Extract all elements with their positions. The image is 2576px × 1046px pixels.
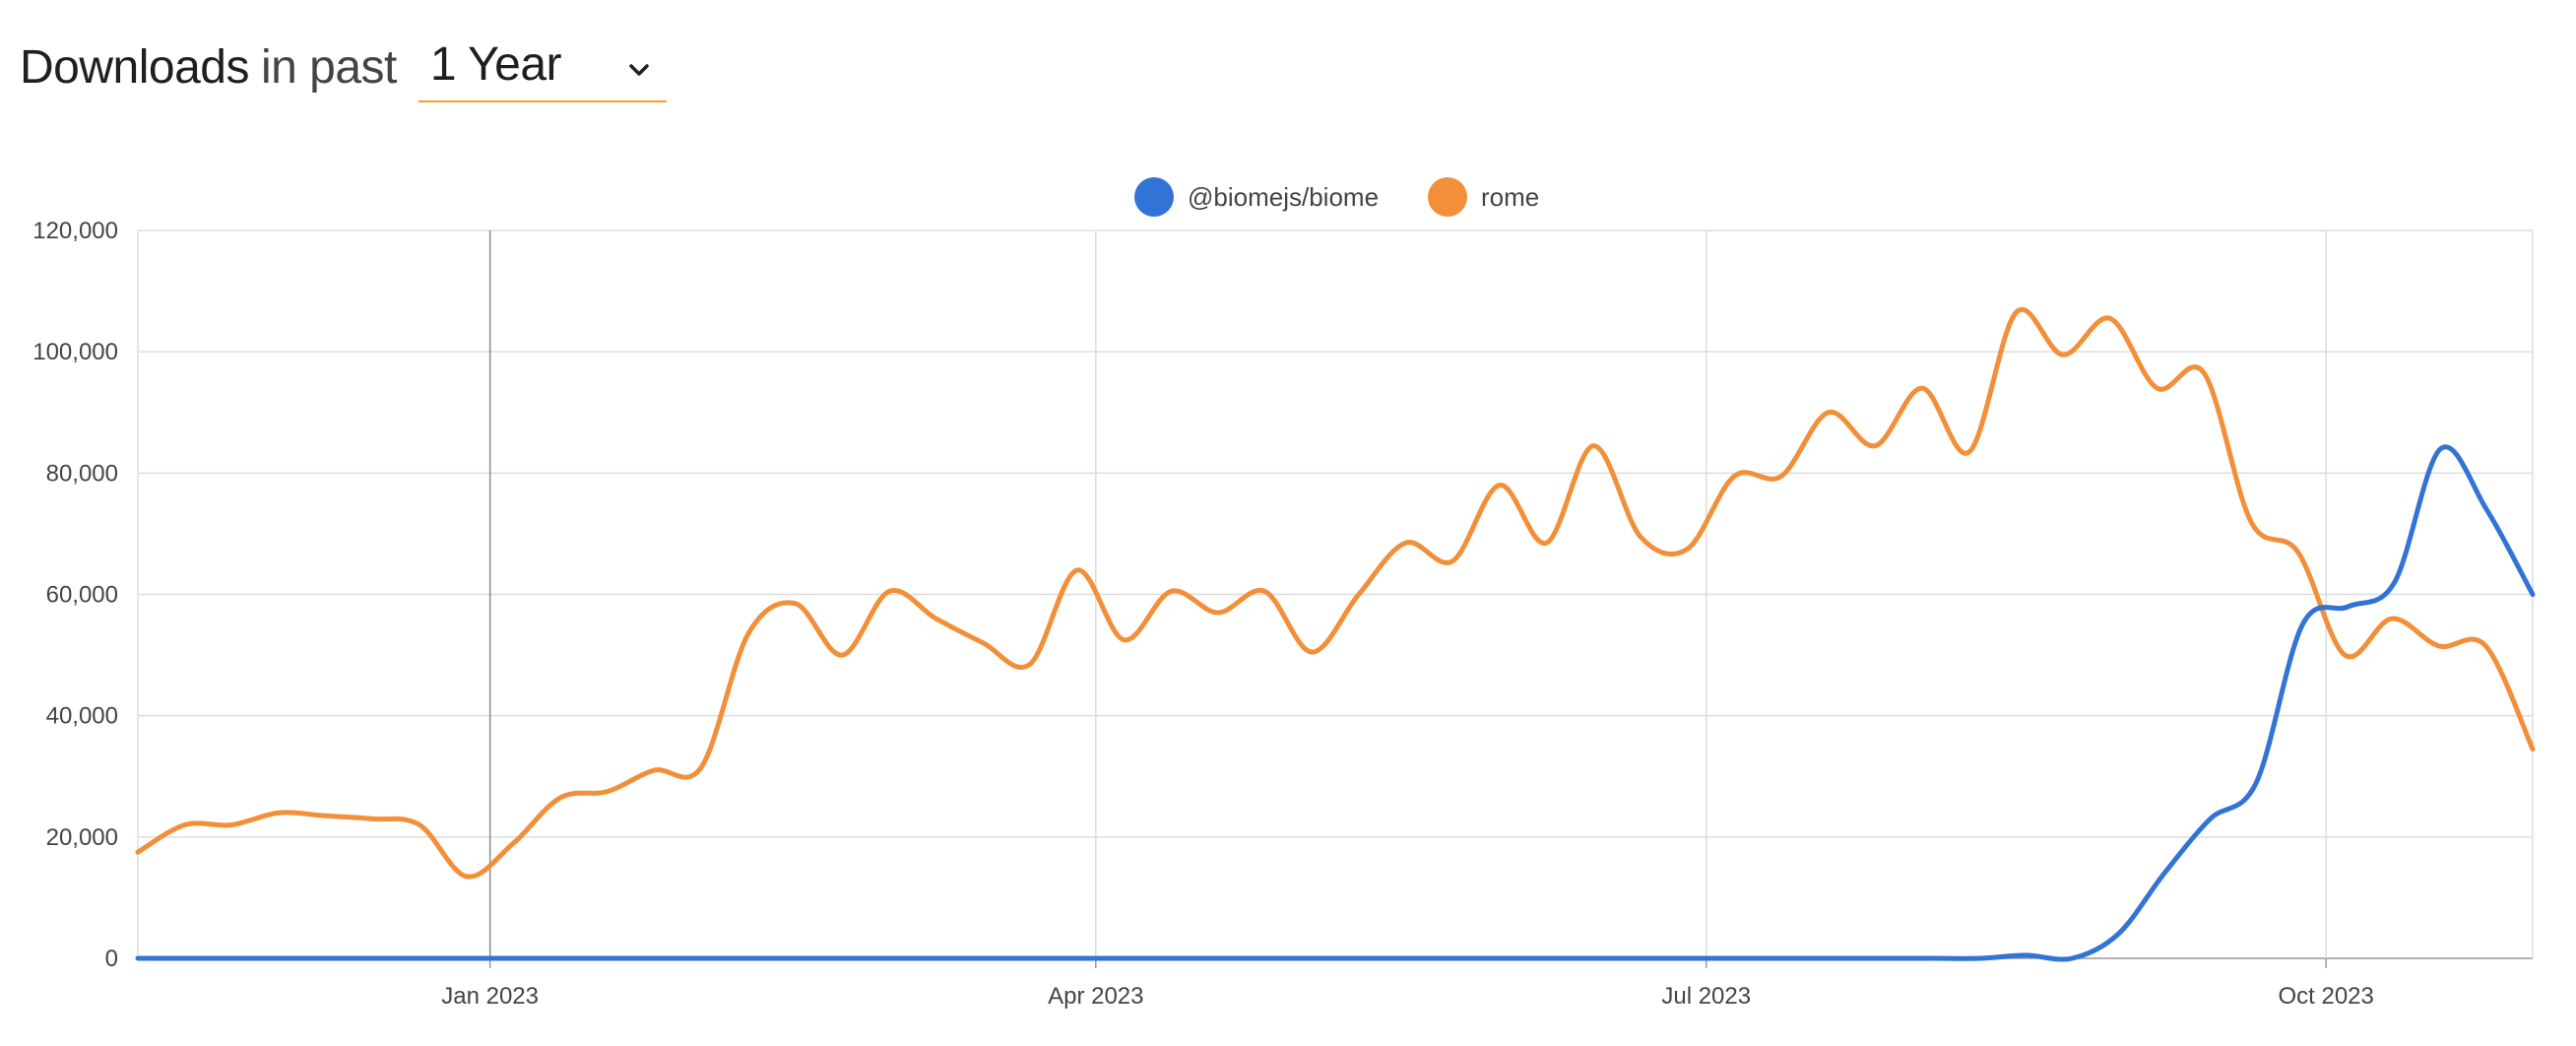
y-tick-label: 60,000 [46,582,118,609]
legend-swatch-biomejs-biome [1134,177,1174,217]
legend-label-rome: rome [1481,182,1539,212]
time-range-select[interactable]: 1 Year [418,32,667,102]
x-tick-label: Jan 2023 [441,983,539,1010]
chart-legend: @biomejs/biome rome [1134,177,1539,217]
x-tick-label: Oct 2023 [2278,983,2373,1010]
y-tick-label: 120,000 [32,218,118,244]
downloads-chart: @biomejs/biome rome 0 20,000 40,000 60,000 80… [32,177,2536,1010]
series-line-rome [135,306,2536,880]
in-past-label: in past [260,40,397,94]
y-tick-label: 40,000 [46,703,118,730]
x-tick-label: Jul 2023 [1661,983,1751,1010]
y-axis: 0 20,000 40,000 60,000 80,000 100,000 120,000 [32,218,118,972]
legend-swatch-rome [1428,177,1467,217]
y-tick-label: 100,000 [32,339,118,365]
downloads-header: Downloads in past 1 Year [20,28,667,106]
chart-grid [137,229,2534,959]
x-tick-label: Apr 2023 [1048,983,1143,1010]
series-line-biomejs-biome [135,444,2536,962]
time-range-value: 1 Year [429,38,562,91]
chevron-down-icon [629,64,649,76]
y-tick-label: 0 [105,946,118,972]
y-tick-label: 20,000 [46,824,118,851]
x-axis: Jan 2023 Apr 2023 Jul 2023 Oct 2023 [441,958,2374,1010]
downloads-title: Downloads [20,40,249,94]
y-tick-label: 80,000 [46,460,118,487]
chart-series [135,306,2536,962]
legend-label-biomejs-biome: @biomejs/biome [1188,182,1379,212]
